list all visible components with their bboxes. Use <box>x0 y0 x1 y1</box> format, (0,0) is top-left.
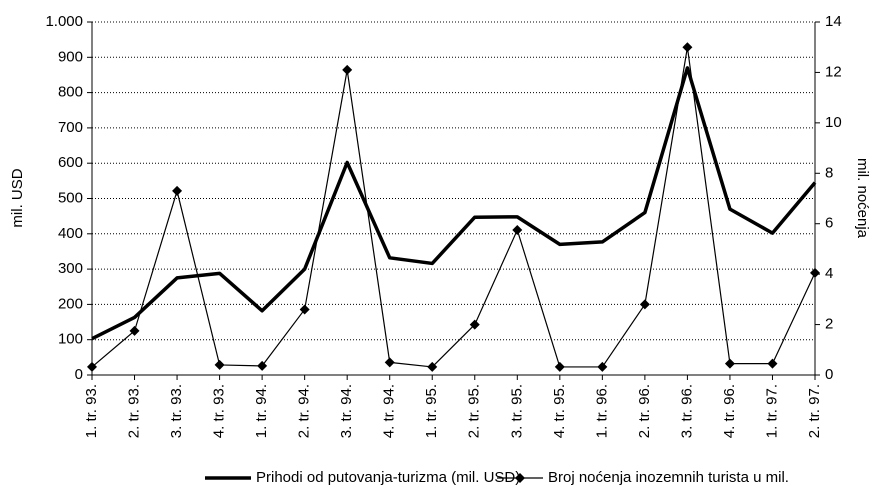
y2-tick-label: 8 <box>825 164 833 181</box>
data-point <box>469 319 480 330</box>
data-point <box>767 358 778 369</box>
data-point <box>172 185 183 196</box>
data-point <box>257 360 268 371</box>
y2-tick-label: 10 <box>825 114 842 131</box>
data-point <box>384 357 395 368</box>
data-point <box>810 267 820 278</box>
data-point <box>597 361 608 372</box>
data-point <box>299 304 310 315</box>
y-tick-label: 400 <box>58 225 83 242</box>
y2-tick-label: 4 <box>825 265 833 282</box>
x-tick-label: 1. tr. 96. <box>593 384 610 438</box>
legend-label: Prihodi od putovanja-turizma (mil. USD) <box>256 469 520 486</box>
y-tick-label: 300 <box>58 260 83 277</box>
x-tick-label: 3. tr. 93. <box>168 384 185 438</box>
x-tick-label: 1. tr. 93. <box>83 384 100 438</box>
x-tick-label: 3. tr. 94. <box>338 384 355 438</box>
x-tick-label: 1. tr. 95. <box>423 384 440 438</box>
x-tick-label: 4. tr. 96. <box>721 384 738 438</box>
y2-axis-label: mil. noćenja <box>854 158 871 239</box>
x-tick-label: 1. tr. 94. <box>253 384 270 438</box>
x-tick-label: 2. tr. 93. <box>125 384 142 438</box>
series-line <box>91 46 816 368</box>
data-point <box>724 358 735 369</box>
y2-tick-label: 2 <box>825 316 833 333</box>
y-tick-label: 700 <box>58 119 83 136</box>
y2-tick-label: 12 <box>825 63 842 80</box>
legend-marker <box>515 473 525 483</box>
data-point <box>129 325 140 336</box>
y-tick-label: 500 <box>58 189 83 206</box>
y-tick-label: 1.000 <box>45 13 83 30</box>
y-tick-label: 600 <box>58 154 83 171</box>
data-point <box>512 225 523 236</box>
y2-tick-label: 14 <box>825 13 842 30</box>
data-point <box>639 299 650 310</box>
data-point <box>214 359 225 370</box>
x-tick-label: 2. tr. 97. <box>806 384 823 438</box>
y2-tick-label: 0 <box>825 366 833 383</box>
x-tick-label: 4. tr. 95. <box>551 384 568 438</box>
x-tick-label: 2. tr. 96. <box>636 384 653 438</box>
y-tick-label: 900 <box>58 48 83 65</box>
x-tick-label: 2. tr. 94. <box>296 384 313 438</box>
data-point <box>427 361 438 372</box>
y-axis-label: mil. USD <box>9 168 26 227</box>
x-tick-label: 3. tr. 96. <box>678 384 695 438</box>
x-tick-label: 4. tr. 93. <box>211 384 228 438</box>
y-tick-label: 200 <box>58 295 83 312</box>
data-point <box>554 361 565 372</box>
y-tick-label: 100 <box>58 331 83 348</box>
x-tick-label: 4. tr. 94. <box>381 384 398 438</box>
data-point <box>682 42 693 53</box>
x-tick-label: 3. tr. 95. <box>508 384 525 438</box>
data-point <box>87 361 97 372</box>
legend-label: Broj noćenja inozemnih turista u mil. <box>548 469 789 486</box>
x-tick-label: 1. tr. 97. <box>763 384 780 438</box>
y-tick-label: 800 <box>58 84 83 101</box>
y-tick-label: 0 <box>75 366 83 383</box>
data-point <box>342 64 353 75</box>
series-line <box>91 66 817 341</box>
x-tick-label: 2. tr. 95. <box>466 384 483 438</box>
y2-tick-label: 6 <box>825 215 833 232</box>
